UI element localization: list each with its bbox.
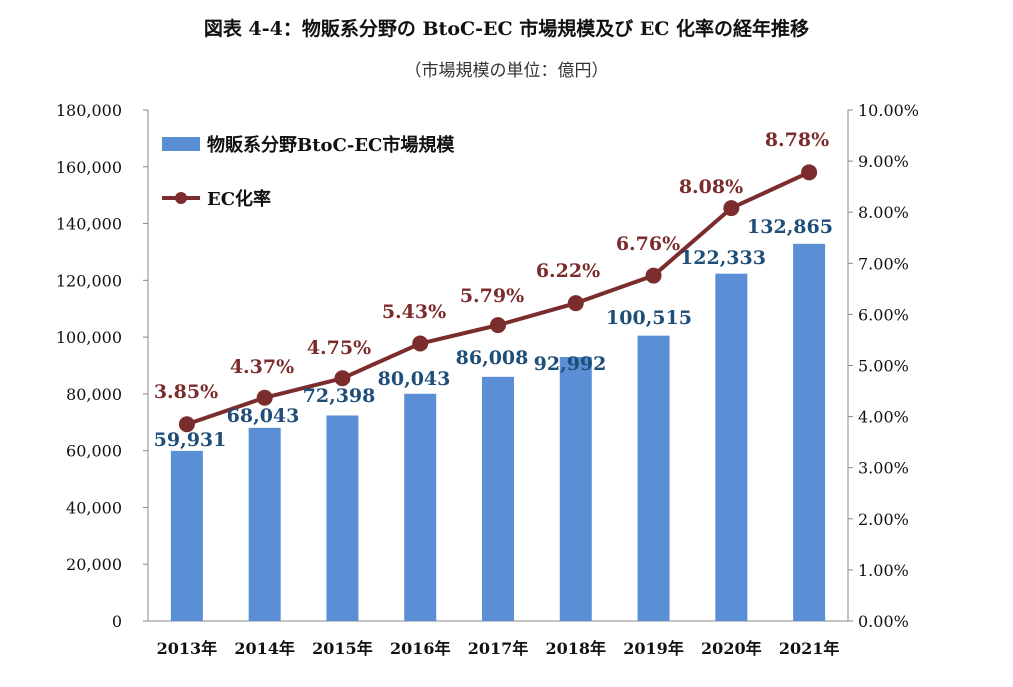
bar [326,415,359,621]
ec-rate-point [567,295,584,312]
legend-bar-swatch [162,137,200,151]
legend-line-label: EC化率 [207,188,271,210]
x-tick-label: 2021年 [779,639,840,658]
x-tick-label: 2017年 [468,639,529,658]
rate-data-label: 4.75% [307,337,371,359]
bar-data-label: 59,931 [154,429,227,451]
ec-rate-point [801,164,818,181]
right-tick-label: 8.00% [858,203,909,222]
right-tick-label: 0.00% [858,612,909,631]
x-tick-label: 2018年 [546,639,607,658]
rate-data-label: 6.22% [536,260,600,282]
rate-data-label: 8.08% [679,176,743,198]
bar [559,357,592,621]
bar [170,450,203,621]
right-tick-label: 5.00% [858,357,909,376]
left-tick-label: 160,000 [56,158,122,177]
right-tick-label: 3.00% [858,459,909,478]
ec-rate-point [723,200,740,217]
left-tick-label: 0 [112,612,122,631]
x-tick-label: 2015年 [312,639,373,658]
rate-data-label: 6.76% [616,233,680,255]
left-tick-label: 80,000 [66,385,122,404]
x-tick-label: 2013年 [157,639,218,658]
left-tick-label: 60,000 [66,442,122,461]
rate-data-label: 4.37% [230,356,294,378]
rate-data-label: 5.43% [382,301,446,323]
left-tick-label: 40,000 [66,498,122,517]
bar-data-label: 80,043 [378,368,451,390]
left-tick-label: 100,000 [56,328,122,347]
x-tick-label: 2019年 [623,639,684,658]
right-tick-label: 6.00% [858,305,909,324]
right-tick-label: 4.00% [858,408,909,427]
bar [404,393,437,621]
ec-rate-point [490,317,506,334]
ec-rate-point [645,267,662,284]
bar [482,376,514,621]
right-tick-label: 1.00% [858,561,909,580]
x-tick-label: 2014年 [234,639,295,658]
ec-rate-point [334,370,351,387]
right-tick-label: 2.00% [858,510,909,529]
left-tick-label: 20,000 [66,555,122,574]
rate-data-label: 8.78% [765,129,829,151]
left-tick-label: 120,000 [56,271,122,290]
ec-rate-point [178,416,195,433]
left-tick-label: 140,000 [56,215,122,234]
chart-subtitle: （市場規模の単位：億円） [404,61,609,81]
rate-data-label: 3.85% [154,381,218,403]
left-tick-label: 180,000 [56,101,122,120]
x-tick-label: 2016年 [390,639,451,658]
bar [715,273,748,621]
bar-data-label: 68,043 [227,405,300,427]
bar [793,243,826,621]
bar [637,335,670,621]
bar-data-label: 122,333 [680,247,766,269]
bar-data-label: 86,008 [456,347,529,369]
ec-rate-point [412,335,429,352]
chart-title: 図表 4-4：物販系分野の BtoC-EC 市場規模及び EC 化率の経年推移 [203,18,810,40]
legend-bar-label: 物販系分野BtoC-EC市場規模 [207,134,455,156]
legend-line-marker [175,192,187,204]
right-tick-label: 10.00% [858,101,919,120]
rate-data-label: 5.79% [460,285,524,307]
bar-data-label: 72,398 [303,385,376,407]
bar-data-label: 92,992 [534,353,607,375]
x-tick-label: 2020年 [701,639,762,658]
ec-rate-point [256,389,273,406]
bar-data-label: 132,865 [747,216,833,238]
right-tick-label: 7.00% [858,254,909,273]
bar-data-label: 100,515 [606,307,692,329]
bar [248,427,281,621]
right-tick-label: 9.00% [858,152,909,171]
